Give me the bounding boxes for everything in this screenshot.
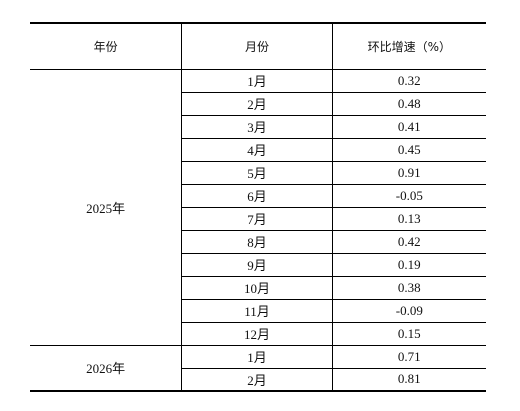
table-row: 2026年 1月 0.71 (30, 345, 486, 392)
header-month: 月份 (181, 22, 333, 70)
table-row: 2月 0.81 (30, 368, 486, 392)
rate-cell: 0.91 (331, 161, 486, 185)
month-cell: 1月 (181, 69, 333, 93)
rate-cell: 0.41 (331, 115, 486, 139)
month-cell: 11月 (181, 299, 333, 323)
table-row: 12月 0.15 (30, 322, 486, 346)
header-rate: 环比增速（%） (331, 22, 486, 70)
month-cell: 2月 (181, 368, 333, 392)
rate-cell: 0.42 (331, 230, 486, 254)
table-row: 7月 0.13 (30, 207, 486, 231)
rate-cell: 0.32 (331, 69, 486, 93)
month-cell: 8月 (181, 230, 333, 254)
rate-cell: 0.81 (331, 368, 486, 392)
month-over-month-growth-table: 年份 月份 环比增速（%） 2025年 1月 0.32 2月 0.48 3月 0.41 4月 0… (30, 22, 486, 392)
rate-cell: 0.15 (331, 322, 486, 346)
rate-cell: 0.38 (331, 276, 486, 300)
table-row: 2月 0.48 (30, 92, 486, 116)
header-year: 年份 (30, 22, 182, 70)
rate-cell: 0.13 (331, 207, 486, 231)
year-cell: 2025年 (30, 69, 182, 346)
table-row: 9月 0.19 (30, 253, 486, 277)
rate-cell: 0.45 (331, 138, 486, 162)
rate-cell: -0.05 (331, 184, 486, 208)
table-row: 10月 0.38 (30, 276, 486, 300)
table-row: 4月 0.45 (30, 138, 486, 162)
table-row: 2025年 1月 0.32 (30, 69, 486, 346)
rate-cell: -0.09 (331, 299, 486, 323)
header-row: 年份 月份 环比增速（%） (30, 22, 486, 70)
month-cell: 6月 (181, 184, 333, 208)
month-cell: 12月 (181, 322, 333, 346)
year-cell: 2026年 (30, 345, 182, 392)
month-cell: 7月 (181, 207, 333, 231)
month-cell: 1月 (181, 345, 333, 369)
month-cell: 4月 (181, 138, 333, 162)
month-cell: 9月 (181, 253, 333, 277)
table-row: 3月 0.41 (30, 115, 486, 139)
rate-cell: 0.19 (331, 253, 486, 277)
month-cell: 2月 (181, 92, 333, 116)
table-body: 2025年 1月 0.32 2月 0.48 3月 0.41 4月 0.45 5月 0.91 6月 -0.… (30, 69, 486, 392)
table-row: 8月 0.42 (30, 230, 486, 254)
rate-cell: 0.71 (331, 345, 486, 369)
table-row: 11月 -0.09 (30, 299, 486, 323)
table-row: 5月 0.91 (30, 161, 486, 185)
table-row: 6月 -0.05 (30, 184, 486, 208)
month-cell: 10月 (181, 276, 333, 300)
month-cell: 5月 (181, 161, 333, 185)
table-header: 年份 月份 环比增速（%） (30, 22, 486, 70)
rate-cell: 0.48 (331, 92, 486, 116)
month-cell: 3月 (181, 115, 333, 139)
